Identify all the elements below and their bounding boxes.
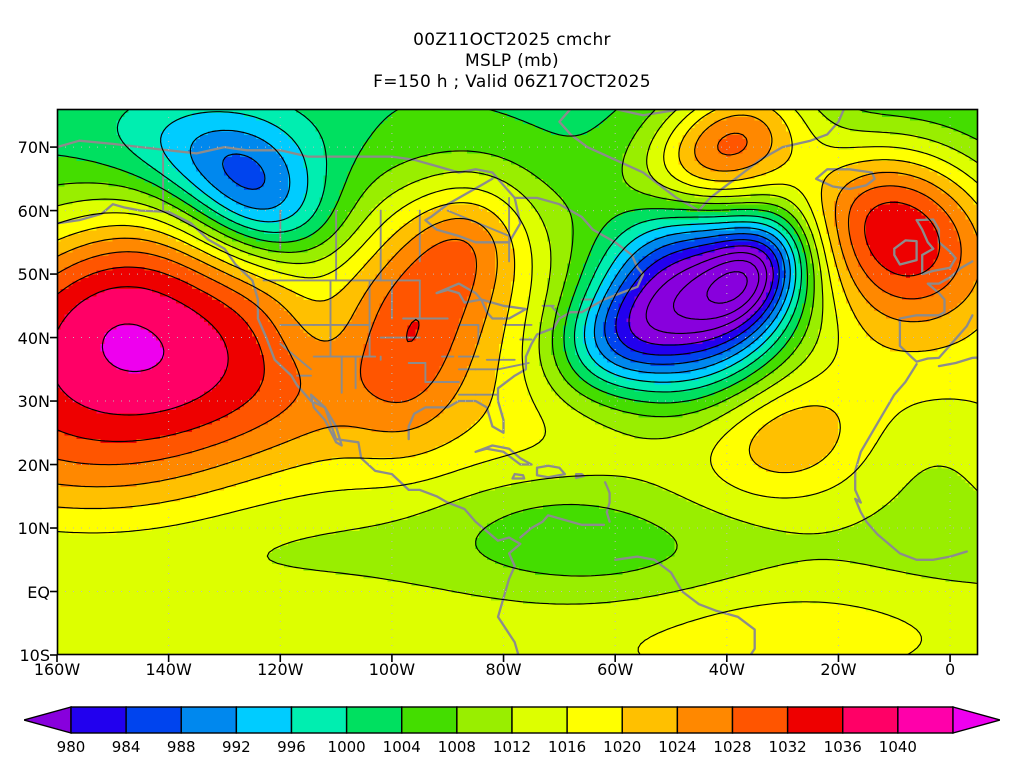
colorbar-band (567, 707, 622, 733)
colorbar-band (347, 707, 402, 733)
colorbar-band (457, 707, 512, 733)
colorbar-tick-label: 1032 (769, 738, 807, 756)
lat-tick-70N: 70N (2, 138, 50, 157)
lon-tick-140W: 140W (134, 660, 204, 679)
lat-tick-EQ: EQ (2, 583, 50, 602)
colorbar-low-arrow (24, 707, 71, 733)
colorbar-tick-label: 1024 (658, 738, 696, 756)
colorbar-tick-label: 996 (277, 738, 306, 756)
colorbar-band (71, 707, 126, 733)
colorbar-tick-label: 1016 (548, 738, 586, 756)
colorbar-band (236, 707, 291, 733)
colorbar-tick-label: 984 (112, 738, 141, 756)
colorbar-tick-label: 1012 (493, 738, 531, 756)
lat-tick-40N: 40N (2, 329, 50, 348)
colorbar-band (843, 707, 898, 733)
colorbar-tick-label: 1008 (438, 738, 476, 756)
colorbar-band (898, 707, 953, 733)
colorbar-tick-label: 1004 (383, 738, 421, 756)
lat-tick-20N: 20N (2, 456, 50, 475)
title-line-variable: MSLP (mb) (0, 51, 1024, 72)
colorbar-band (733, 707, 788, 733)
chart-title-block: 00Z11OCT2025 cmchr MSLP (mb) F=150 h ; V… (0, 30, 1024, 93)
lon-tick-120W: 120W (245, 660, 315, 679)
colorbar-tick-label: 1000 (328, 738, 366, 756)
colorbar-band (788, 707, 843, 733)
lon-tick-100W: 100W (357, 660, 427, 679)
colorbar-band (126, 707, 181, 733)
lon-tick-20W: 20W (803, 660, 873, 679)
lat-tick-50N: 50N (2, 265, 50, 284)
mslp-chart-page: 00Z11OCT2025 cmchr MSLP (mb) F=150 h ; V… (0, 0, 1024, 768)
colorbar-band (181, 707, 236, 733)
mslp-field-svg (57, 109, 978, 655)
colorbar-high-arrow (953, 707, 1000, 733)
lat-tick-60N: 60N (2, 202, 50, 221)
colorbar-tick-label: 1028 (713, 738, 751, 756)
lat-tick-30N: 30N (2, 392, 50, 411)
lon-tick-60W: 60W (580, 660, 650, 679)
colorbar-band (512, 707, 567, 733)
lon-tick-80W: 80W (469, 660, 539, 679)
title-line-valid: F=150 h ; Valid 06Z17OCT2025 (0, 72, 1024, 93)
lon-tick-40W: 40W (692, 660, 762, 679)
lat-tick-10N: 10N (2, 519, 50, 538)
lon-tick-0: 0 (915, 660, 985, 679)
colorbar-tick-label: 988 (167, 738, 196, 756)
colorbar-tick-label: 1036 (824, 738, 862, 756)
colorbar-band (677, 707, 732, 733)
colorbar-tick-label: 980 (57, 738, 86, 756)
title-line-model: 00Z11OCT2025 cmchr (0, 30, 1024, 51)
colorbar-tick-label: 992 (222, 738, 251, 756)
lon-tick-160W: 160W (22, 660, 92, 679)
colorbar-band (622, 707, 677, 733)
colorbar-svg: 980 984 988 992 996 1000 1004 1008 1012 1016 1020 1… (24, 705, 1000, 761)
map-plot-area (57, 109, 978, 655)
colorbar-tick-label: 1040 (879, 738, 917, 756)
colorbar-band (292, 707, 347, 733)
colorbar-band (402, 707, 457, 733)
colorbar-tick-label: 1020 (603, 738, 641, 756)
pressure-colorbar: 980 984 988 992 996 1000 1004 1008 1012 1016 1020 1… (24, 705, 1000, 761)
